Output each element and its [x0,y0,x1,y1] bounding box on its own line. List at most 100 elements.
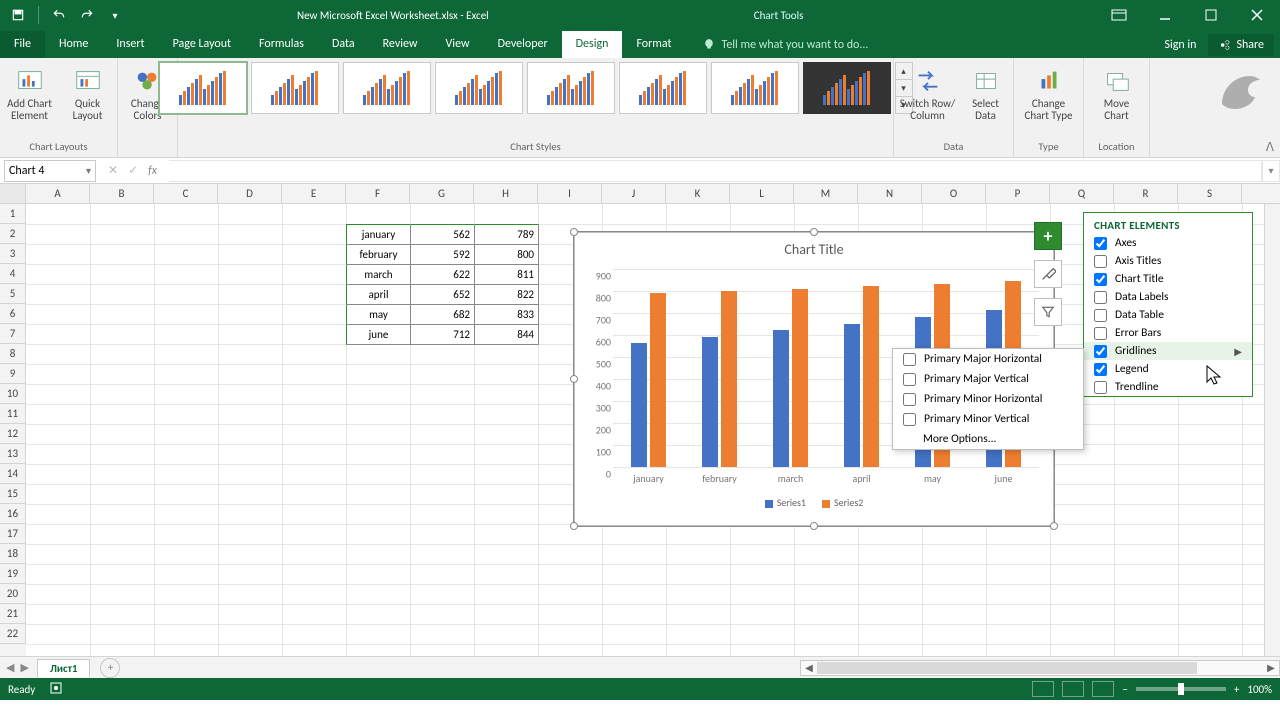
column-header[interactable]: O [922,184,986,203]
cancel-formula-icon[interactable]: ✕ [108,163,118,178]
enter-formula-icon[interactable]: ✓ [128,163,138,178]
gridlines-option[interactable]: Primary Major Horizontal [893,349,1083,369]
tab-design[interactable]: Design [562,31,623,58]
move-chart-button[interactable]: Move Chart [1089,62,1145,122]
gridlines-option[interactable]: Primary Minor Vertical [893,409,1083,429]
normal-view-button[interactable] [1032,681,1054,697]
row-header[interactable]: 17 [0,524,26,544]
row-header[interactable]: 21 [0,604,26,624]
chart-elements-checkbox[interactable] [1094,327,1107,340]
tab-view[interactable]: View [432,31,484,58]
gridlines-option-checkbox[interactable] [903,353,916,366]
page-break-view-button[interactable] [1092,681,1114,697]
column-header[interactable]: F [346,184,410,203]
row-header[interactable]: 22 [0,624,26,644]
chart-elements-button[interactable]: + [1034,222,1062,250]
column-header[interactable]: S [1178,184,1242,203]
chart-elements-item[interactable]: Legend [1084,360,1252,378]
tab-developer[interactable]: Developer [484,31,562,58]
chart-styles-button[interactable] [1034,260,1062,288]
minimize-button[interactable] [1142,0,1188,30]
chart-elements-checkbox[interactable] [1094,363,1107,376]
chart-bar[interactable] [863,286,879,467]
tab-format[interactable]: Format [622,31,685,58]
row-header[interactable]: 15 [0,484,26,504]
chart-elements-item[interactable]: Chart Title [1084,270,1252,288]
column-header[interactable]: Q [1050,184,1114,203]
row-header[interactable]: 1 [0,204,26,224]
share-button[interactable]: Share [1208,34,1274,56]
redo-button[interactable] [75,3,99,27]
chart-elements-item[interactable]: Error Bars [1084,324,1252,342]
gridlines-more-options[interactable]: More Options... [893,429,1083,449]
chart-bar[interactable] [844,324,860,467]
column-header[interactable]: G [410,184,474,203]
gridlines-option-checkbox[interactable] [903,393,916,406]
column-header[interactable]: H [474,184,538,203]
column-header[interactable]: P [986,184,1050,203]
sheet-nav-arrows[interactable]: ◀▶ [0,661,35,674]
row-header[interactable]: 20 [0,584,26,604]
column-header[interactable]: B [90,184,154,203]
gridlines-option-checkbox[interactable] [903,373,916,386]
change-chart-type-button[interactable]: Change Chart Type [1021,62,1077,122]
chart-style-thumb[interactable] [803,62,891,114]
ribbon-display-options-button[interactable] [1096,0,1142,30]
column-header[interactable]: D [218,184,282,203]
row-header[interactable]: 13 [0,444,26,464]
chart-elements-item[interactable]: Axes [1084,234,1252,252]
sheet-tab-active[interactable]: Лист1 [37,659,91,677]
chart-filters-button[interactable] [1034,298,1062,326]
tab-insert[interactable]: Insert [102,31,158,58]
row-header[interactable]: 9 [0,364,26,384]
row-header[interactable]: 4 [0,264,26,284]
tell-me-search[interactable]: Tell me what you want to do... [702,38,869,58]
gridlines-option-checkbox[interactable] [903,413,916,426]
row-header[interactable]: 5 [0,284,26,304]
maximize-button[interactable] [1188,0,1234,30]
chart-elements-item[interactable]: Data Table [1084,306,1252,324]
row-header[interactable]: 2 [0,224,26,244]
chart-resize-handle[interactable] [810,228,818,236]
chart-resize-handle[interactable] [570,522,578,530]
column-header[interactable]: E [282,184,346,203]
column-header[interactable]: N [858,184,922,203]
chart-style-thumb[interactable] [251,62,339,114]
tab-home[interactable]: Home [45,31,102,58]
row-header[interactable]: 18 [0,544,26,564]
row-header[interactable]: 19 [0,564,26,584]
chart-resize-handle[interactable] [570,375,578,383]
chart-resize-handle[interactable] [810,522,818,530]
select-data-button[interactable]: Select Data [961,62,1011,122]
chart-bar[interactable] [792,289,808,467]
column-header[interactable]: M [794,184,858,203]
chart-style-thumb[interactable] [343,62,431,114]
chart-elements-checkbox[interactable] [1094,237,1107,250]
row-header[interactable]: 14 [0,464,26,484]
chart-bar[interactable] [650,293,666,467]
chart-elements-checkbox[interactable] [1094,309,1107,322]
chart-elements-checkbox[interactable] [1094,255,1107,268]
chart-legend[interactable]: Series1Series2 [575,496,1053,509]
chart-elements-checkbox[interactable] [1094,291,1107,304]
macro-record-icon[interactable] [49,681,63,698]
chart-bar[interactable] [773,330,789,467]
chart-elements-item[interactable]: Axis Titles [1084,252,1252,270]
column-header[interactable]: J [602,184,666,203]
column-header[interactable]: K [666,184,730,203]
chart-elements-checkbox[interactable] [1094,273,1107,286]
column-header[interactable]: L [730,184,794,203]
chart-title[interactable]: Chart Title [575,233,1053,258]
chart-bar[interactable] [631,343,647,467]
switch-row-column-button[interactable]: Switch Row/ Column [897,62,959,122]
chart-resize-handle[interactable] [570,228,578,236]
row-header[interactable]: 3 [0,244,26,264]
add-chart-element-button[interactable]: Add Chart Element [2,62,58,122]
zoom-out-button[interactable]: − [1122,683,1127,696]
add-sheet-button[interactable]: + [100,658,120,678]
chart-style-thumb[interactable] [711,62,799,114]
save-button[interactable] [6,3,30,27]
row-header[interactable]: 12 [0,424,26,444]
row-header[interactable]: 11 [0,404,26,424]
gridlines-option[interactable]: Primary Major Vertical [893,369,1083,389]
